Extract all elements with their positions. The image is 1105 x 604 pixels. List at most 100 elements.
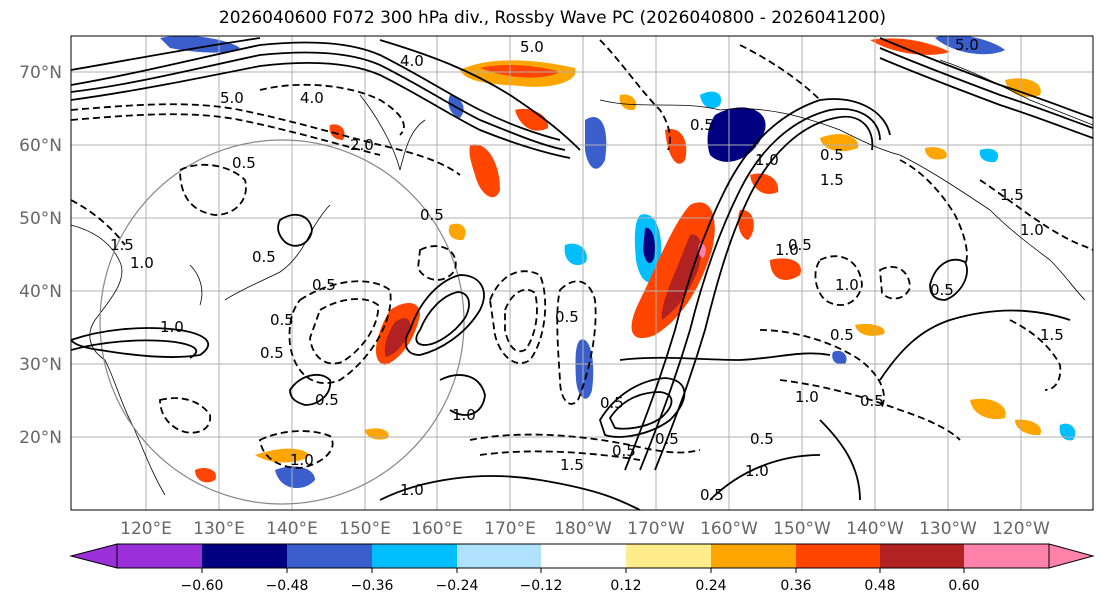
map-background xyxy=(71,36,1093,510)
shade-positive xyxy=(820,134,859,152)
colorbar-extend-max xyxy=(1048,543,1095,569)
contour-label: 1.5 xyxy=(1000,186,1024,204)
shade-positive xyxy=(855,324,885,336)
shade-negative xyxy=(275,466,315,489)
contour-label: 1.5 xyxy=(560,456,584,474)
contour-line xyxy=(759,329,885,411)
colorbar-label: 0.24 xyxy=(695,578,726,594)
contour-line xyxy=(71,103,461,176)
contour-line xyxy=(469,433,701,454)
contour-label: 1.0 xyxy=(130,254,154,272)
contour-line xyxy=(879,57,1093,139)
contour-label: 1.0 xyxy=(755,151,779,169)
contour-label: 5.0 xyxy=(220,89,244,107)
contour-line xyxy=(1009,319,1062,391)
contour-label: 0.5 xyxy=(232,154,256,172)
solid-contours xyxy=(71,37,1093,510)
divergence-shading xyxy=(160,36,1076,489)
contour-label: 5.0 xyxy=(955,36,979,54)
contour-line xyxy=(489,270,547,365)
contour-line xyxy=(556,280,597,405)
lon-label: 170°W xyxy=(627,519,685,539)
lon-label: 140°E xyxy=(266,519,318,539)
colorbar-segment xyxy=(287,544,372,568)
shade-positive xyxy=(737,209,754,240)
longitude-labels: 120°E 130°E 140°E 150°E 160°E 170°E 180°… xyxy=(120,519,1050,539)
lon-label: 160°E xyxy=(411,519,463,539)
lon-label: 150°E xyxy=(339,519,391,539)
contour-line xyxy=(654,115,874,471)
contour-line xyxy=(899,159,968,266)
shade-negative xyxy=(585,116,607,169)
colorbar-segment xyxy=(711,544,796,568)
contour-line xyxy=(879,266,911,300)
contour-line xyxy=(71,199,126,246)
contour-line xyxy=(504,288,538,353)
contour-label: 1.0 xyxy=(835,276,859,294)
contour-label: 1.0 xyxy=(160,318,184,336)
contour-label: 0.5 xyxy=(260,344,284,362)
contour-line xyxy=(288,280,392,384)
colorbar-segment xyxy=(796,544,880,568)
contour-label: 0.5 xyxy=(655,430,679,448)
reference-circle xyxy=(99,139,465,505)
lon-label: 120°E xyxy=(120,519,172,539)
contour-line xyxy=(71,327,210,358)
colorbar-segment xyxy=(880,544,964,568)
contour-line xyxy=(259,83,405,136)
colorbar-segment xyxy=(626,544,711,568)
contour-line xyxy=(608,391,673,430)
lat-label: 20°N xyxy=(19,428,62,448)
contour-line xyxy=(71,113,381,156)
contour-label: 1.0 xyxy=(795,388,819,406)
shade-negative xyxy=(1059,423,1076,441)
colorbar-label: 0.36 xyxy=(780,578,811,594)
contour-line xyxy=(979,179,1093,251)
shade-positive xyxy=(970,398,1006,420)
colorbar-label: −0.48 xyxy=(266,578,309,594)
shade-positive xyxy=(384,318,411,357)
contour-line xyxy=(819,419,861,501)
contour-line xyxy=(814,255,863,306)
contour-line xyxy=(624,98,891,471)
shade-positive xyxy=(195,468,216,483)
contour-label: 0.5 xyxy=(860,392,884,410)
contour-label: 1.0 xyxy=(400,481,424,499)
lat-label: 70°N xyxy=(19,63,62,83)
coastline-alaska xyxy=(599,99,901,156)
contour-label: 0.5 xyxy=(612,442,636,460)
lat-label: 60°N xyxy=(19,136,62,156)
lon-label: 140°W xyxy=(846,519,904,539)
contour-label: 0.5 xyxy=(600,394,624,412)
contour-label: 5.0 xyxy=(520,38,544,56)
contour-line xyxy=(709,454,821,501)
contour-line xyxy=(71,41,561,141)
contour-line xyxy=(259,430,334,469)
shade-negative xyxy=(832,350,847,365)
lon-label: 180°W xyxy=(554,519,612,539)
contour-line xyxy=(289,373,331,406)
contour-line xyxy=(71,37,261,71)
contour-label: 0.5 xyxy=(820,146,844,164)
colorbar-segment xyxy=(541,544,626,568)
map-title: 2026040600 F072 300 hPa div., Rossby Wav… xyxy=(218,8,887,28)
colorbar-label: 0.48 xyxy=(864,578,895,594)
latitude-labels: 70°N 60°N 50°N 40°N 30°N 20°N xyxy=(19,63,62,448)
contour-label: 0.5 xyxy=(788,236,812,254)
shade-negative xyxy=(643,227,655,264)
contour-line xyxy=(879,309,1071,381)
coastline-asia xyxy=(71,224,166,496)
contour-line xyxy=(179,163,247,216)
contour-line xyxy=(404,274,485,356)
contour-line xyxy=(71,61,571,159)
contour-line xyxy=(619,352,831,361)
colorbar-segment xyxy=(117,544,202,568)
contour-line xyxy=(879,37,1093,119)
shade-negative xyxy=(700,91,722,109)
contour-line xyxy=(417,245,457,281)
contour-label: 0.5 xyxy=(555,308,579,326)
contour-line xyxy=(277,213,313,247)
coastlines xyxy=(71,59,1093,496)
colorbar-label: −0.36 xyxy=(351,578,394,594)
